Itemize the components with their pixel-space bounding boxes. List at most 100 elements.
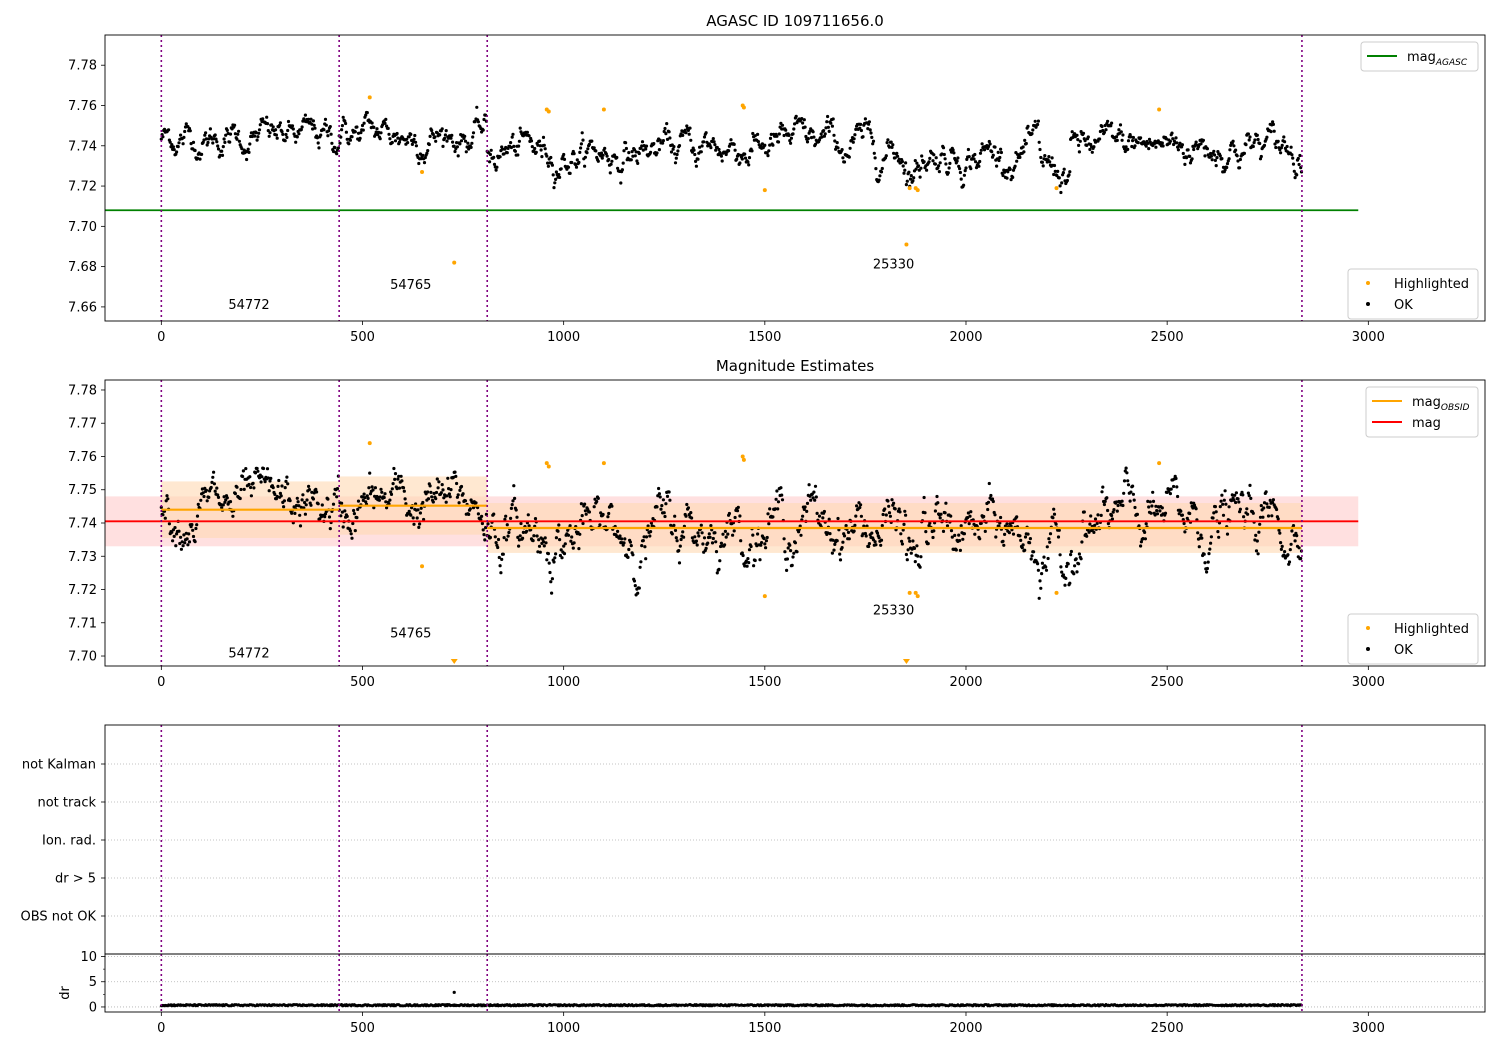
ok-point	[1205, 566, 1209, 571]
ok-point	[738, 161, 742, 165]
ok-point	[327, 515, 332, 519]
ok-point	[464, 150, 468, 154]
ok-point	[1036, 122, 1040, 127]
ok-point	[764, 539, 769, 543]
ok-point	[294, 503, 299, 508]
ok-point	[811, 496, 815, 500]
ok-point	[764, 546, 768, 550]
ok-point	[788, 139, 792, 143]
ok-point	[760, 142, 765, 146]
ok-point	[711, 536, 715, 541]
ok-point	[1139, 544, 1143, 548]
ok-point	[1265, 135, 1269, 139]
ok-point	[800, 117, 804, 121]
ok-point	[215, 486, 219, 490]
ok-point	[1099, 513, 1103, 518]
ok-point	[171, 528, 175, 532]
ok-point	[671, 147, 675, 151]
ok-point	[220, 153, 225, 157]
ok-point	[1051, 516, 1055, 520]
ok-point	[693, 152, 697, 157]
ok-point	[570, 535, 574, 539]
ok-point	[238, 496, 242, 501]
ok-point	[1171, 137, 1175, 141]
ok-point	[1050, 156, 1054, 160]
ok-point	[775, 489, 779, 493]
ok-point	[986, 500, 991, 504]
ok-point	[677, 144, 682, 148]
ok-point	[633, 154, 637, 158]
ok-point	[507, 530, 511, 535]
ok-point	[623, 537, 627, 541]
ok-point	[331, 149, 336, 154]
ok-point	[743, 156, 748, 160]
ok-point	[1046, 556, 1050, 561]
ok-point	[256, 135, 260, 139]
ok-point	[889, 140, 893, 144]
ok-point	[702, 140, 706, 144]
ok-point	[743, 152, 747, 156]
ok-point	[782, 537, 786, 541]
ok-point	[480, 514, 484, 519]
y-tick-label: 7.75	[68, 483, 97, 498]
ok-point	[439, 491, 443, 495]
ok-point	[311, 497, 315, 501]
ok-point	[396, 136, 400, 140]
ok-point	[717, 567, 721, 572]
ok-point	[852, 137, 856, 141]
ok-point	[167, 522, 171, 526]
ok-point	[377, 130, 381, 134]
ok-point	[296, 500, 300, 504]
ok-point	[257, 131, 261, 135]
ok-point	[261, 117, 265, 121]
ok-point	[1188, 161, 1193, 165]
ok-point	[1077, 143, 1081, 147]
ok-point	[870, 531, 874, 535]
ok-point	[581, 138, 585, 142]
ok-point	[1077, 562, 1081, 566]
ok-point	[1101, 485, 1105, 489]
ok-point	[696, 531, 700, 535]
ok-point	[631, 553, 635, 557]
ok-point	[986, 507, 990, 512]
ok-point	[445, 494, 449, 498]
ok-point	[644, 557, 648, 561]
ok-point	[241, 474, 245, 479]
ok-point	[1112, 508, 1116, 512]
ok-point	[1238, 510, 1242, 514]
ok-point	[407, 509, 411, 513]
ok-point	[315, 136, 319, 140]
ok-point	[180, 540, 184, 544]
ok-point	[967, 522, 971, 526]
ok-point	[467, 512, 471, 517]
ok-point	[1246, 491, 1250, 495]
ok-point	[190, 523, 194, 527]
ok-point	[714, 148, 718, 152]
ok-point	[636, 161, 640, 165]
ok-point	[1143, 530, 1147, 535]
ok-point	[456, 493, 460, 497]
ok-point	[832, 548, 836, 552]
ok-point	[580, 131, 584, 135]
x-tick-label: 0	[157, 675, 165, 690]
ok-point	[1160, 506, 1164, 510]
ok-point	[840, 148, 844, 152]
ok-point	[416, 508, 420, 512]
ok-point	[993, 513, 997, 517]
ok-point	[1254, 549, 1259, 553]
ok-point	[563, 542, 567, 546]
ok-point	[323, 515, 327, 519]
ok-point	[496, 545, 500, 550]
ok-point	[743, 564, 747, 568]
ok-point	[572, 541, 576, 545]
ok-point	[616, 529, 620, 534]
ok-point	[637, 151, 641, 156]
ok-point	[449, 488, 453, 492]
ok-point	[1102, 502, 1106, 507]
ok-point	[328, 527, 332, 531]
ok-point	[723, 529, 728, 534]
y-tick-label: 0	[89, 1000, 97, 1015]
ok-point	[939, 512, 943, 516]
ok-point	[348, 138, 352, 142]
